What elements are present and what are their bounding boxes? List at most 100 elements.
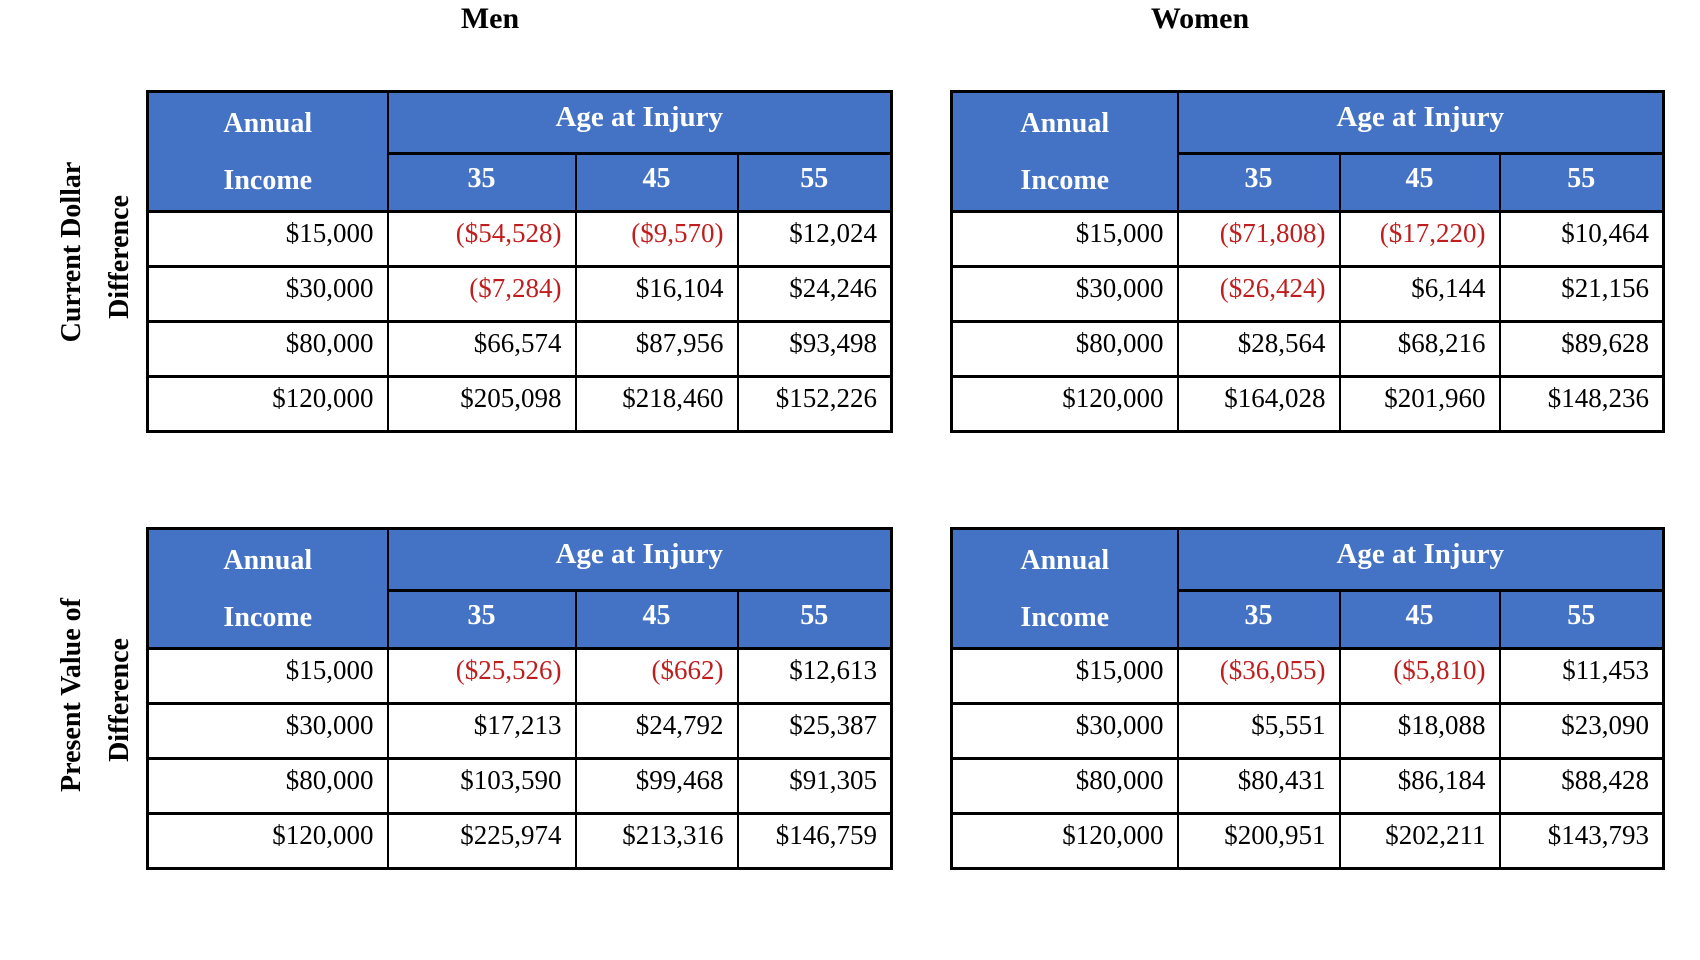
value-cell: $103,590 xyxy=(386,757,577,815)
header-row-1: Annual Income Age at Injury xyxy=(146,90,893,213)
value-cell: $89,628 xyxy=(1498,320,1665,378)
value-cell: ($54,528) xyxy=(386,210,577,268)
value-cell: $6,144 xyxy=(1338,265,1501,323)
table-row: $80,000 $80,431 $86,184 $88,428 xyxy=(950,757,1665,815)
annual-income-header: Annual Income xyxy=(146,527,389,650)
age-column-header: 45 xyxy=(1338,589,1501,650)
age-column-header: 35 xyxy=(386,589,577,650)
value-cell: $225,974 xyxy=(386,812,577,870)
value-cell: $143,793 xyxy=(1498,812,1665,870)
value-cell: $218,460 xyxy=(574,375,739,433)
income-cell: $120,000 xyxy=(146,375,389,433)
value-cell: $66,574 xyxy=(386,320,577,378)
annual-income-line2: Income xyxy=(1020,165,1110,196)
data-table: Annual Income Age at Injury 35 45 55 $15,000 ($… xyxy=(950,90,1665,433)
header-row-2: 35 45 55 xyxy=(148,152,893,213)
value-cell: $202,211 xyxy=(1338,812,1501,870)
value-cell: $201,960 xyxy=(1338,375,1501,433)
income-cell: $30,000 xyxy=(950,265,1179,323)
value-cell: ($5,810) xyxy=(1338,647,1501,705)
age-column-header: 55 xyxy=(1498,152,1665,213)
annual-income-line1: Annual xyxy=(223,108,313,139)
value-cell: $12,613 xyxy=(736,647,893,705)
income-cell: $80,000 xyxy=(950,320,1179,378)
value-cell: $164,028 xyxy=(1176,375,1341,433)
value-cell: $21,156 xyxy=(1498,265,1665,323)
income-cell: $30,000 xyxy=(950,702,1179,760)
value-cell: $11,453 xyxy=(1498,647,1665,705)
annual-income-line1: Annual xyxy=(223,545,313,576)
age-column-header: 35 xyxy=(1176,589,1341,650)
value-cell: $24,246 xyxy=(736,265,893,323)
table-row: $120,000 $225,974 $213,316 $146,759 xyxy=(146,812,893,870)
data-table: Annual Income Age at Injury 35 45 55 $15,000 ($… xyxy=(146,527,893,870)
value-cell: ($662) xyxy=(574,647,739,705)
value-cell: $80,431 xyxy=(1176,757,1341,815)
header-row-2: 35 45 55 xyxy=(952,152,1665,213)
table-row: $80,000 $66,574 $87,956 $93,498 xyxy=(146,320,893,378)
row-group-label-present-value: Present Value of xyxy=(56,598,87,792)
header-row-2: 35 45 55 xyxy=(952,589,1665,650)
table-row: $30,000 $17,213 $24,792 $25,387 xyxy=(146,702,893,760)
age-column-header: 35 xyxy=(386,152,577,213)
income-cell: $80,000 xyxy=(950,757,1179,815)
value-cell: ($9,570) xyxy=(574,210,739,268)
income-cell: $80,000 xyxy=(146,320,389,378)
value-cell: ($7,284) xyxy=(386,265,577,323)
value-cell: $12,024 xyxy=(736,210,893,268)
income-cell: $80,000 xyxy=(146,757,389,815)
value-cell: $99,468 xyxy=(574,757,739,815)
annual-income-line2: Income xyxy=(223,602,313,633)
row-group-label-present-difference: Difference xyxy=(104,638,135,762)
value-cell: $213,316 xyxy=(574,812,739,870)
age-column-header: 45 xyxy=(574,589,739,650)
age-column-header: 55 xyxy=(736,152,893,213)
value-cell: $91,305 xyxy=(736,757,893,815)
table-row: $120,000 $205,098 $218,460 $152,226 xyxy=(146,375,893,433)
value-cell: ($36,055) xyxy=(1176,647,1341,705)
table-row: $30,000 ($26,424) $6,144 $21,156 xyxy=(950,265,1665,323)
annual-income-header: Annual Income xyxy=(146,90,389,213)
age-column-header: 45 xyxy=(574,152,739,213)
table-row: $120,000 $164,028 $201,960 $148,236 xyxy=(950,375,1665,433)
age-at-injury-header: Age at Injury xyxy=(1176,527,1665,592)
income-cell: $15,000 xyxy=(950,647,1179,705)
annual-income-line2: Income xyxy=(223,165,313,196)
table-row: $15,000 ($36,055) ($5,810) $11,453 xyxy=(950,647,1665,705)
value-cell: $87,956 xyxy=(574,320,739,378)
data-table: Annual Income Age at Injury 35 45 55 $15,000 ($… xyxy=(950,527,1665,870)
table-men-current-dollar-difference: Annual Income Age at Injury 35 45 55 $15,000 ($… xyxy=(146,90,893,433)
value-cell: $24,792 xyxy=(574,702,739,760)
column-title-women: Women xyxy=(1150,2,1250,35)
header-row-1: Annual Income Age at Injury xyxy=(950,90,1665,213)
value-cell: $146,759 xyxy=(736,812,893,870)
value-cell: ($25,526) xyxy=(386,647,577,705)
value-cell: $10,464 xyxy=(1498,210,1665,268)
data-table: Annual Income Age at Injury 35 45 55 $15,000 ($… xyxy=(146,90,893,433)
age-column-header: 55 xyxy=(736,589,893,650)
age-column-header: 45 xyxy=(1338,152,1501,213)
value-cell: $16,104 xyxy=(574,265,739,323)
age-column-header: 35 xyxy=(1176,152,1341,213)
header-row-1: Annual Income Age at Injury xyxy=(146,527,893,650)
table-row: $30,000 $5,551 $18,088 $23,090 xyxy=(950,702,1665,760)
value-cell: $152,226 xyxy=(736,375,893,433)
table-row: $80,000 $103,590 $99,468 $91,305 xyxy=(146,757,893,815)
table-row: $15,000 ($54,528) ($9,570) $12,024 xyxy=(146,210,893,268)
income-cell: $30,000 xyxy=(146,265,389,323)
income-cell: $30,000 xyxy=(146,702,389,760)
value-cell: $93,498 xyxy=(736,320,893,378)
value-cell: $86,184 xyxy=(1338,757,1501,815)
table-row: $30,000 ($7,284) $16,104 $24,246 xyxy=(146,265,893,323)
header-row-1: Annual Income Age at Injury xyxy=(950,527,1665,650)
value-cell: $200,951 xyxy=(1176,812,1341,870)
table-women-current-dollar-difference: Annual Income Age at Injury 35 45 55 $15,000 ($… xyxy=(950,90,1665,433)
value-cell: $18,088 xyxy=(1338,702,1501,760)
table-row: $120,000 $200,951 $202,211 $143,793 xyxy=(950,812,1665,870)
annual-income-header: Annual Income xyxy=(950,90,1179,213)
income-cell: $15,000 xyxy=(146,210,389,268)
value-cell: $205,098 xyxy=(386,375,577,433)
row-group-label-current-dollar: Current Dollar xyxy=(56,161,87,343)
table-row: $15,000 ($25,526) ($662) $12,613 xyxy=(146,647,893,705)
